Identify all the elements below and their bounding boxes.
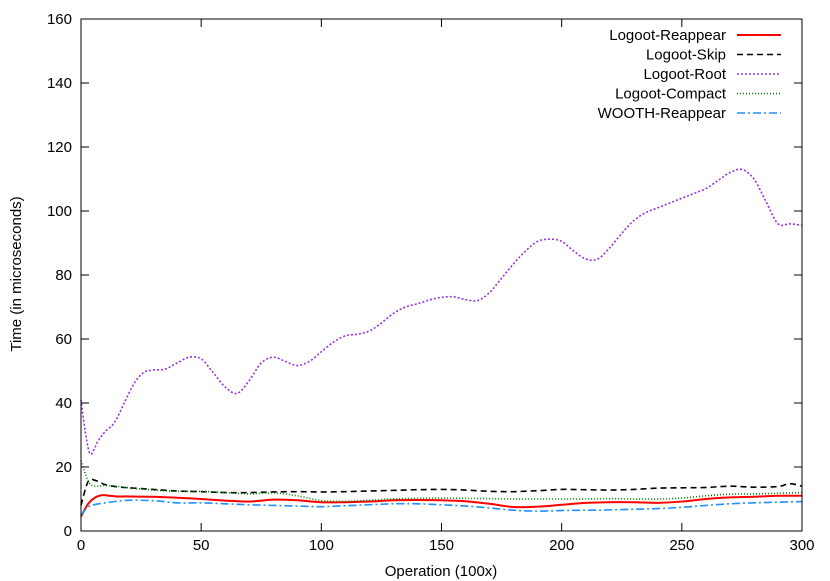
legend-label: Logoot-Skip — [646, 47, 726, 64]
y-tick-label: 20 — [55, 459, 72, 476]
series-line-logoot-compact — [80, 460, 803, 503]
x-tick-label: 100 — [309, 537, 334, 554]
y-tick-label: 60 — [55, 331, 72, 348]
x-tick-label: 150 — [429, 537, 454, 554]
plot-area — [80, 168, 803, 518]
legend-label: Logoot-Compact — [615, 86, 727, 103]
y-tick-label: 100 — [47, 203, 72, 220]
series-line-wooth-reappear — [80, 499, 803, 516]
y-tick-label: 80 — [55, 267, 72, 284]
series-line-logoot-skip — [80, 478, 803, 506]
y-axis-label: Time (in microseconds) — [8, 196, 25, 351]
y-tick-label: 160 — [47, 11, 72, 28]
y-tick-label: 140 — [47, 75, 72, 92]
y-tick-label: 40 — [55, 395, 72, 412]
x-tick-label: 250 — [669, 537, 694, 554]
y-tick-label: 120 — [47, 139, 72, 156]
legend-label: Logoot-Reappear — [609, 27, 726, 44]
x-tick-label: 300 — [789, 537, 814, 554]
legend-label: Logoot-Root — [643, 66, 726, 83]
legend-label: WOOTH-Reappear — [598, 105, 726, 122]
series-line-logoot-reappear — [80, 494, 803, 518]
x-tick-label: 50 — [193, 537, 210, 554]
x-tick-label: 200 — [549, 537, 574, 554]
series-line-logoot-root — [80, 168, 803, 455]
x-tick-label: 0 — [77, 537, 85, 554]
x-axis-label: Operation (100x) — [385, 563, 498, 580]
y-tick-label: 0 — [64, 523, 72, 540]
legend: Logoot-Reappear Logoot-Skip Logoot-Root Log… — [598, 27, 781, 122]
axes: 0 20 40 60 80 100 120 140 160 0 50 100 150 200 250 300 — [47, 11, 815, 554]
